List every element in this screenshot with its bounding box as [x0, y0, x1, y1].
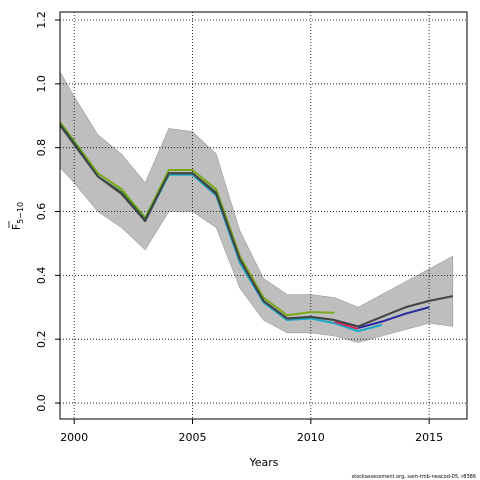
- x-tick-label: 2005: [179, 431, 207, 444]
- y-axis-label-sub: 5−10: [16, 202, 25, 224]
- x-axis: 2000 2005 2010 2015: [60, 419, 443, 444]
- grid-layer: [60, 12, 467, 419]
- y-tick-label: 1.0: [35, 75, 48, 93]
- x-tick-label: 2015: [415, 431, 443, 444]
- series-line-3: [334, 320, 359, 330]
- y-tick-label: 0.8: [35, 139, 48, 157]
- series-line-5: [60, 123, 454, 328]
- series-layer: [60, 120, 454, 333]
- confidence-band-layer: [60, 71, 454, 343]
- series-line-0: [60, 120, 335, 317]
- y-tick-label: 0.2: [35, 330, 48, 348]
- y-axis-label: F5−10: [8, 202, 25, 230]
- series-line-4: [357, 306, 430, 329]
- y-axis: 0.0 0.2 0.4 0.6 0.8 1.0 1.2: [35, 11, 60, 412]
- svg-text:F5−10: F5−10: [10, 202, 25, 230]
- x-tick-label: 2000: [60, 431, 88, 444]
- footer-credit: stockassessment.org, sam-tmb-neacod-05, …: [352, 474, 476, 480]
- y-tick-label: 0.4: [35, 267, 48, 285]
- plot-frame: [59, 11, 468, 420]
- confidence-band: [60, 71, 454, 343]
- y-tick-label: 0.0: [35, 394, 48, 412]
- y-tick-label: 0.6: [35, 203, 48, 221]
- x-tick-label: 2010: [297, 431, 325, 444]
- y-axis-label-main: F: [10, 224, 23, 230]
- x-axis-label: Years: [248, 456, 278, 469]
- y-tick-label: 1.2: [35, 11, 48, 29]
